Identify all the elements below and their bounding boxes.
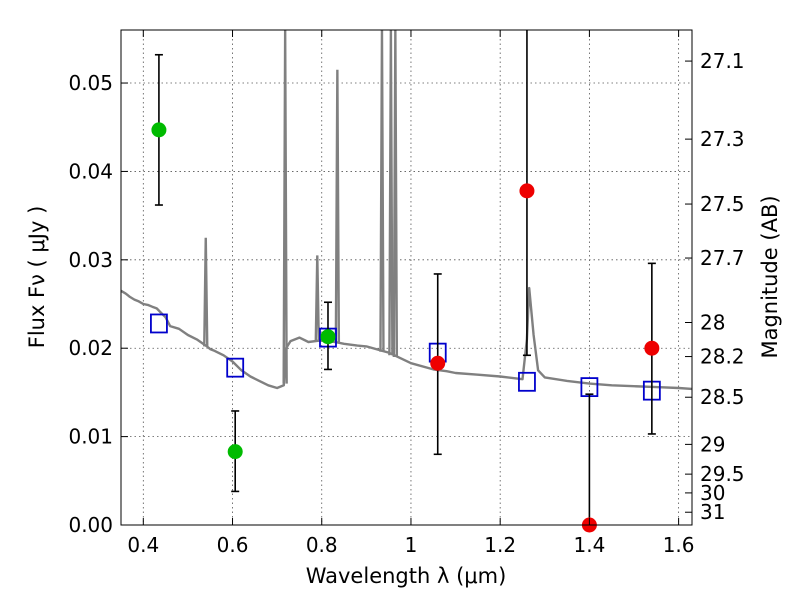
- x-tick-label: 0.6: [217, 533, 249, 557]
- magnitude-tick-label: 27.7: [700, 246, 745, 270]
- magnitude-tick-label: 30: [700, 481, 725, 505]
- magnitude-axis-label: Magnitude (AB): [758, 195, 782, 358]
- model-photometry-square: [150, 313, 168, 334]
- magnitude-tick-label: 31: [700, 500, 725, 524]
- y-tick-label: 0.00: [68, 513, 113, 537]
- x-tick-label: 0.4: [127, 533, 159, 557]
- observed-point-red: [519, 183, 535, 199]
- sed-emission-line: [379, 29, 385, 352]
- model-photometry-square: [226, 357, 245, 378]
- x-tick-label: 1.2: [484, 533, 516, 557]
- x-tick-label: 1.6: [663, 533, 695, 557]
- magnitude-tick-label: 27.5: [700, 192, 745, 216]
- sed-emission-line: [334, 69, 341, 343]
- observed-point-green: [320, 329, 336, 345]
- magnitude-tick-label: 28.2: [700, 345, 745, 369]
- observed-point-red: [644, 340, 660, 356]
- sed-model-curve: [120, 29, 693, 391]
- sed-emission-line: [388, 29, 394, 356]
- x-tick-label: 0.8: [306, 533, 338, 557]
- magnitude-tick-label: 29.5: [700, 462, 745, 486]
- magnitude-tick-label: 27.1: [700, 49, 745, 73]
- y-tick-label: 0.05: [68, 71, 113, 95]
- observed-point-green: [151, 122, 167, 138]
- x-axis-label: Wavelength λ (μm): [306, 564, 507, 588]
- magnitude-tick-label: 29: [700, 432, 725, 456]
- sed-emission-line: [203, 237, 209, 347]
- y-axis-label: Flux Fν ( μJy ): [25, 206, 49, 349]
- sed-emission-line: [392, 29, 399, 358]
- y-tick-label: 0.04: [68, 159, 113, 183]
- y-tick-label: 0.02: [68, 336, 113, 360]
- x-tick-label: 1.4: [573, 533, 605, 557]
- x-tick-label: 1: [405, 533, 418, 557]
- y-tick-label: 0.01: [68, 425, 113, 449]
- grid-lines: [121, 30, 692, 526]
- magnitude-tick-label: 28: [700, 310, 725, 334]
- x-axis-ticks: 0.4 0.6 0.8 1 1.2 1.4 1.6: [127, 30, 695, 557]
- sed-emission-line: [282, 29, 288, 384]
- sed-continuum-line: [120, 286, 693, 391]
- model-photometry-square: [518, 371, 536, 392]
- y-tick-label: 0.03: [68, 248, 113, 272]
- observed-points: [151, 122, 660, 533]
- sed-emission-line: [314, 255, 320, 342]
- y-axis-ticks: 0.00 0.01 0.02 0.03 0.04 0.05: [68, 71, 128, 537]
- observed-point-red: [430, 355, 446, 371]
- observed-point-green: [227, 444, 243, 460]
- magnitude-tick-label: 27.3: [700, 127, 745, 151]
- plot-frame: [120, 29, 693, 526]
- magnitude-tick-label: 28.5: [700, 385, 745, 409]
